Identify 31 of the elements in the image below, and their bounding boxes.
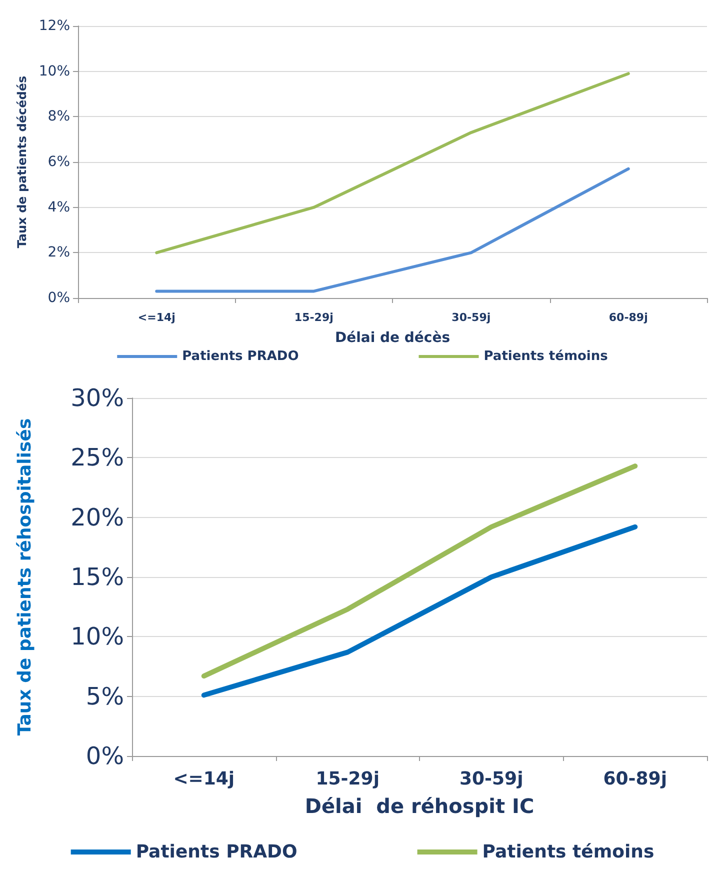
x-tick-label: 60-89j [603, 768, 667, 790]
y-axis-title: Taux de patients décédés [15, 76, 29, 248]
x-tick-label: 30-59j [452, 311, 491, 324]
x-tick-label: 30-59j [460, 768, 524, 790]
x-tick-label: <=14j [173, 768, 235, 790]
y-tick-label: 8% [48, 108, 70, 125]
x-tick-label: 15-29j [294, 311, 334, 324]
legend-label: Patients témoins [482, 842, 654, 862]
y-tick-label: 12% [38, 18, 70, 34]
legend-label: Patients PRADO [182, 349, 299, 364]
x-tick-label: 15-29j [316, 768, 380, 790]
line-series [155, 72, 630, 254]
y-tick-label: 5% [86, 682, 124, 710]
y-tick-label: 4% [48, 199, 70, 216]
y-tick-label: 15% [70, 563, 124, 591]
y-tick-label: 10% [38, 63, 70, 80]
x-tick-label: <=14j [138, 311, 176, 324]
y-tick-label: 25% [70, 444, 124, 472]
y-tick-label: 0% [48, 290, 70, 306]
y-axis-title: Taux de patients réhospitalisés [14, 418, 36, 736]
x-axis-title: Délai de réhospit IC [304, 794, 534, 818]
y-tick-label: 10% [70, 622, 124, 651]
legend-label: Patients témoins [484, 349, 608, 364]
y-tick-label: 20% [70, 503, 124, 532]
y-tick-label: 30% [70, 384, 124, 412]
x-axis-title: Délai de décès [334, 330, 450, 346]
y-tick-label: 6% [48, 154, 70, 170]
y-tick-label: 2% [48, 244, 70, 261]
x-tick-label: 60-89j [608, 311, 648, 324]
y-tick-label: 0% [86, 742, 124, 770]
legend-label: Patients PRADO [136, 842, 298, 862]
